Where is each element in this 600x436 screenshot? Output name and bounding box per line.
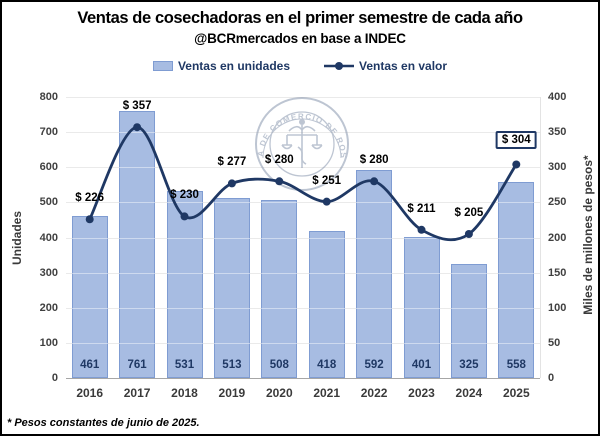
y-axis-tick-left: 400 (39, 232, 58, 244)
y-axis-tick-left: 700 (39, 126, 58, 138)
gridline-overlay (66, 343, 540, 344)
x-axis-tick-2019: 2019 (218, 386, 246, 400)
bar-value-label: 508 (269, 358, 289, 371)
x-axis-tick-2022: 2022 (360, 386, 388, 400)
x-axis-tick-2018: 2018 (171, 386, 198, 400)
plot-right-border (540, 97, 541, 378)
bar-2020: 508 (261, 199, 298, 378)
bar-2019: 513 (213, 197, 250, 378)
line-point-label: $ 211 (407, 202, 436, 215)
line-point-label: $ 304 (495, 131, 537, 150)
bar-value-label: 325 (459, 359, 479, 371)
y-axis-tick-right: 300 (548, 161, 567, 173)
line-marker-2023 (417, 225, 426, 234)
x-axis-tick-2016: 2016 (76, 386, 104, 400)
bar-2016: 461 (71, 216, 108, 378)
chart-title: Ventas de cosechadoras en el primer seme… (77, 9, 523, 27)
bar-2018: 531 (166, 191, 203, 378)
y-axis-tick-left: 300 (39, 267, 58, 279)
y-axis-tick-left: 100 (39, 337, 58, 349)
bar-value-label: 461 (80, 358, 100, 371)
y-axis-tick-right: 350 (548, 126, 567, 138)
bar-value-label: 418 (317, 358, 337, 371)
right-axis-title: Miles de millones de pesos* (581, 155, 595, 315)
x-axis-tick-2020: 2020 (265, 386, 293, 400)
line-marker-2019 (227, 179, 236, 188)
line-point-label: $ 277 (217, 156, 247, 169)
bar-2023: 401 (403, 237, 440, 378)
chart-subtitle: @BCRmercados en base a INDEC (194, 31, 406, 46)
y-axis-tick-left: 0 (51, 372, 58, 384)
line-point-label: $ 226 (75, 192, 105, 205)
line-point-label: $ 205 (454, 206, 484, 219)
gridline (66, 273, 540, 274)
y-axis-tick-right: 50 (548, 337, 561, 349)
bar-2025: 558 (498, 182, 535, 378)
bar-2021: 418 (308, 231, 345, 378)
x-axis-tick-2025: 2025 (502, 386, 530, 400)
legend-units-label: Ventas en unidades (177, 59, 290, 73)
svg-text:BOLSA DE COMERCIO DE ROSARIO: BOLSA DE COMERCIO DE ROSARIO (256, 112, 348, 159)
bar-value-label: 592 (364, 358, 384, 371)
x-axis-tick-2021: 2021 (313, 386, 341, 400)
gridline-overlay (66, 308, 540, 309)
gridline-overlay (66, 202, 540, 203)
line-point-label: $ 251 (312, 174, 342, 187)
line-marker-2020 (275, 177, 284, 186)
x-axis-tick-2023: 2023 (408, 386, 435, 400)
gridline-overlay (66, 238, 540, 239)
line-point-label: $ 230 (170, 189, 199, 202)
bar-2017: 761 (119, 110, 156, 378)
line-legend-swatch-icon (324, 62, 354, 70)
x-axis-tick-2017: 2017 (123, 386, 151, 400)
y-axis-tick-left: 800 (39, 91, 58, 103)
line-point-label: $ 280 (359, 154, 389, 167)
gridline (66, 343, 540, 344)
gridline-overlay (66, 132, 540, 133)
legend-value-label: Ventas en valor (359, 59, 448, 73)
gridline-overlay (66, 273, 540, 274)
y-axis-tick-right: 100 (548, 302, 567, 314)
line-marker-2024 (464, 229, 473, 238)
gridline-overlay (66, 167, 540, 168)
y-axis-tick-right: 250 (548, 196, 567, 208)
y-axis-tick-right: 200 (548, 232, 567, 244)
legend-item-units: Ventas en unidades (152, 59, 290, 73)
legend-item-value: Ventas en valor (324, 59, 447, 73)
bar-value-label: 761 (127, 358, 147, 371)
x-axis-tick-2024: 2024 (455, 386, 483, 400)
y-axis-tick-left: 200 (39, 302, 58, 314)
gridline (66, 378, 540, 379)
y-axis-tick-right: 150 (548, 267, 567, 279)
bar-value-label: 531 (174, 358, 195, 371)
bar-value-label: 401 (411, 358, 432, 371)
bar-value-label: 558 (506, 358, 526, 371)
line-point-label: $ 280 (264, 154, 294, 167)
y-axis-tick-right: 0 (548, 372, 555, 384)
bar-value-label: 513 (222, 358, 242, 371)
legend: Ventas en unidades Ventas en valor (2, 59, 598, 73)
bar-2024: 325 (450, 263, 487, 378)
gridline-overlay (66, 97, 540, 98)
y-axis-tick-left: 500 (39, 196, 58, 208)
y-axis-tick-right: 400 (548, 91, 567, 103)
line-point-label: $ 357 (122, 100, 152, 113)
gridline (66, 308, 540, 309)
bar-legend-swatch-icon (152, 61, 173, 71)
y-axis-tick-left: 600 (39, 161, 58, 173)
footnote: * Pesos constantes de junio de 2025. (7, 417, 200, 429)
